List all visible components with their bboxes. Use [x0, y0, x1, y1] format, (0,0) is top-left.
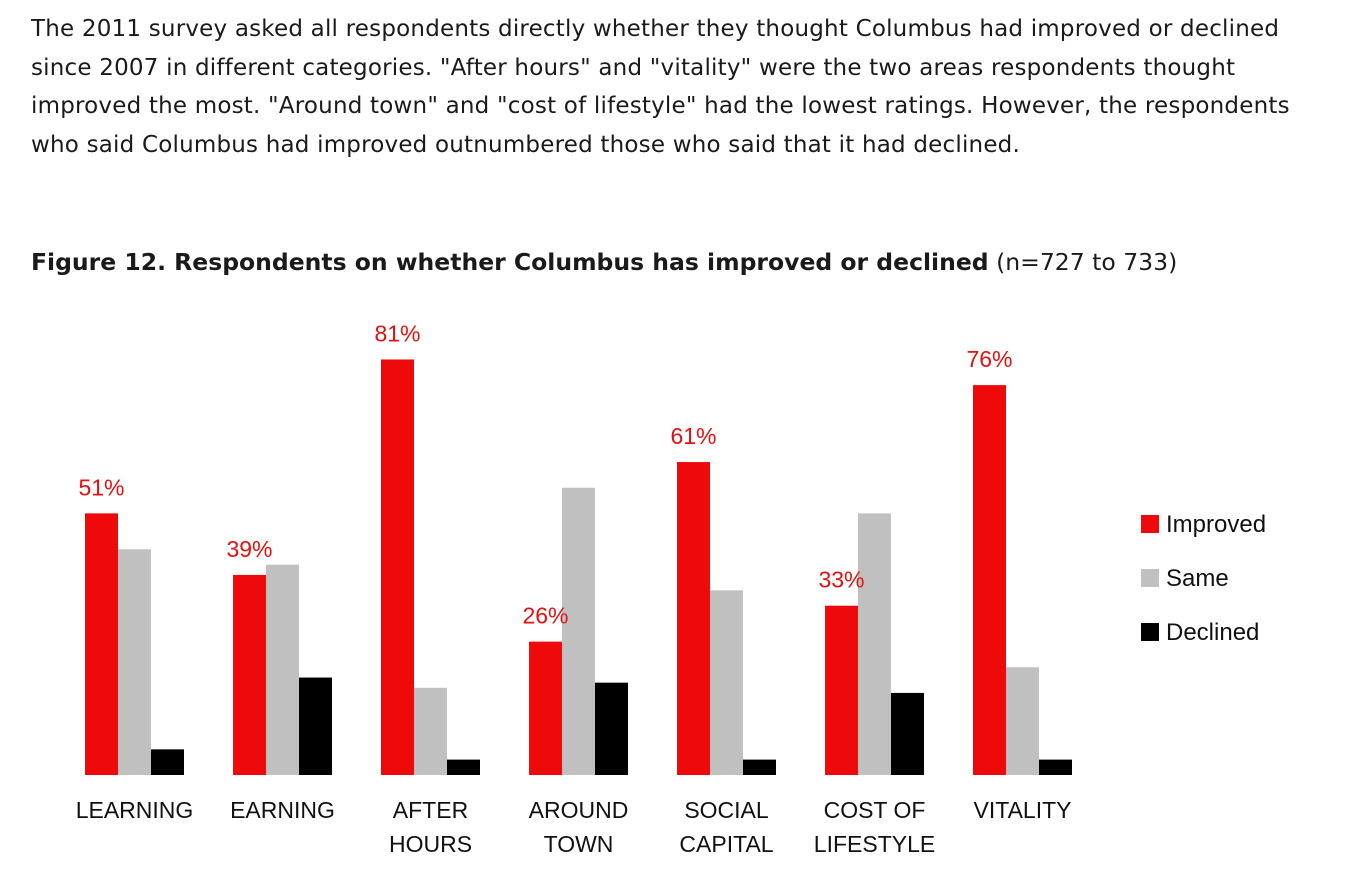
intro-paragraph: The 2011 survey asked all respondents di…: [31, 16, 1290, 158]
category-label-learning: LEARNING: [76, 797, 194, 823]
legend-swatch-same: [1141, 569, 1159, 587]
value-label-vitality: 76%: [966, 346, 1012, 372]
value-label-after-hours: 81%: [374, 320, 420, 346]
bar-earning-same: [266, 564, 299, 775]
bar-after-hours-improved: [381, 359, 414, 775]
legend-swatch-improved: [1141, 515, 1159, 533]
category-label-vitality: VITALITY: [974, 797, 1072, 823]
value-label-earning: 39%: [226, 536, 272, 562]
category-label-around-town: AROUND TOWN: [529, 797, 629, 857]
bar-learning-declined: [151, 749, 184, 775]
value-label-cost-of-lifestyle: 33%: [818, 567, 864, 593]
value-label-learning: 51%: [78, 474, 124, 500]
legend-label-same: Same: [1166, 565, 1229, 592]
category-labels-group: LEARNING EARNING AFTER HOURS AROUND TOWN SOCIA…: [76, 797, 1072, 857]
bar-learning-improved: [85, 513, 118, 775]
category-label-social-capital: SOCIAL CAPITAL: [679, 797, 773, 857]
bar-vitality-declined: [1039, 759, 1072, 775]
legend-label-declined: Declined: [1166, 619, 1259, 646]
bar-around-town-improved: [529, 641, 562, 775]
legend-swatch-declined: [1141, 623, 1159, 641]
figure-title-sample-size: (n=727 to 733): [996, 248, 1178, 276]
category-label-cost-of-lifestyle: COST OF LIFESTYLE: [814, 797, 935, 857]
figure-title-main: Figure 12. Respondents on whether Columb…: [31, 248, 989, 276]
bar-earning-declined: [299, 677, 332, 775]
value-labels-group: 51% 39% 81% 26% 61% 33% 76%: [78, 320, 1012, 628]
legend-label-improved: Improved: [1166, 511, 1266, 538]
figure-title: Figure 12. Respondents on whether Columb…: [31, 245, 1177, 279]
bar-vitality-same: [1006, 667, 1039, 775]
bar-cost-of-lifestyle-same: [858, 513, 891, 775]
value-label-around-town: 26%: [522, 603, 568, 629]
bar-around-town-declined: [595, 682, 628, 775]
bar-after-hours-same: [414, 687, 447, 775]
bar-cost-of-lifestyle-declined: [891, 692, 924, 775]
bar-social-capital-improved: [677, 462, 710, 775]
bar-vitality-improved: [973, 385, 1006, 775]
bars-group: [85, 359, 1072, 775]
bar-around-town-same: [562, 487, 595, 775]
bar-earning-improved: [233, 574, 266, 775]
category-label-earning: EARNING: [230, 797, 335, 823]
legend: Improved Same Declined: [1141, 511, 1266, 646]
bar-cost-of-lifestyle-improved: [825, 605, 858, 775]
bar-after-hours-declined: [447, 759, 480, 775]
bar-learning-same: [118, 549, 151, 775]
bar-social-capital-same: [710, 590, 743, 775]
category-label-after-hours: AFTER HOURS: [389, 797, 472, 857]
bar-social-capital-declined: [743, 759, 776, 775]
value-label-social-capital: 61%: [670, 423, 716, 449]
